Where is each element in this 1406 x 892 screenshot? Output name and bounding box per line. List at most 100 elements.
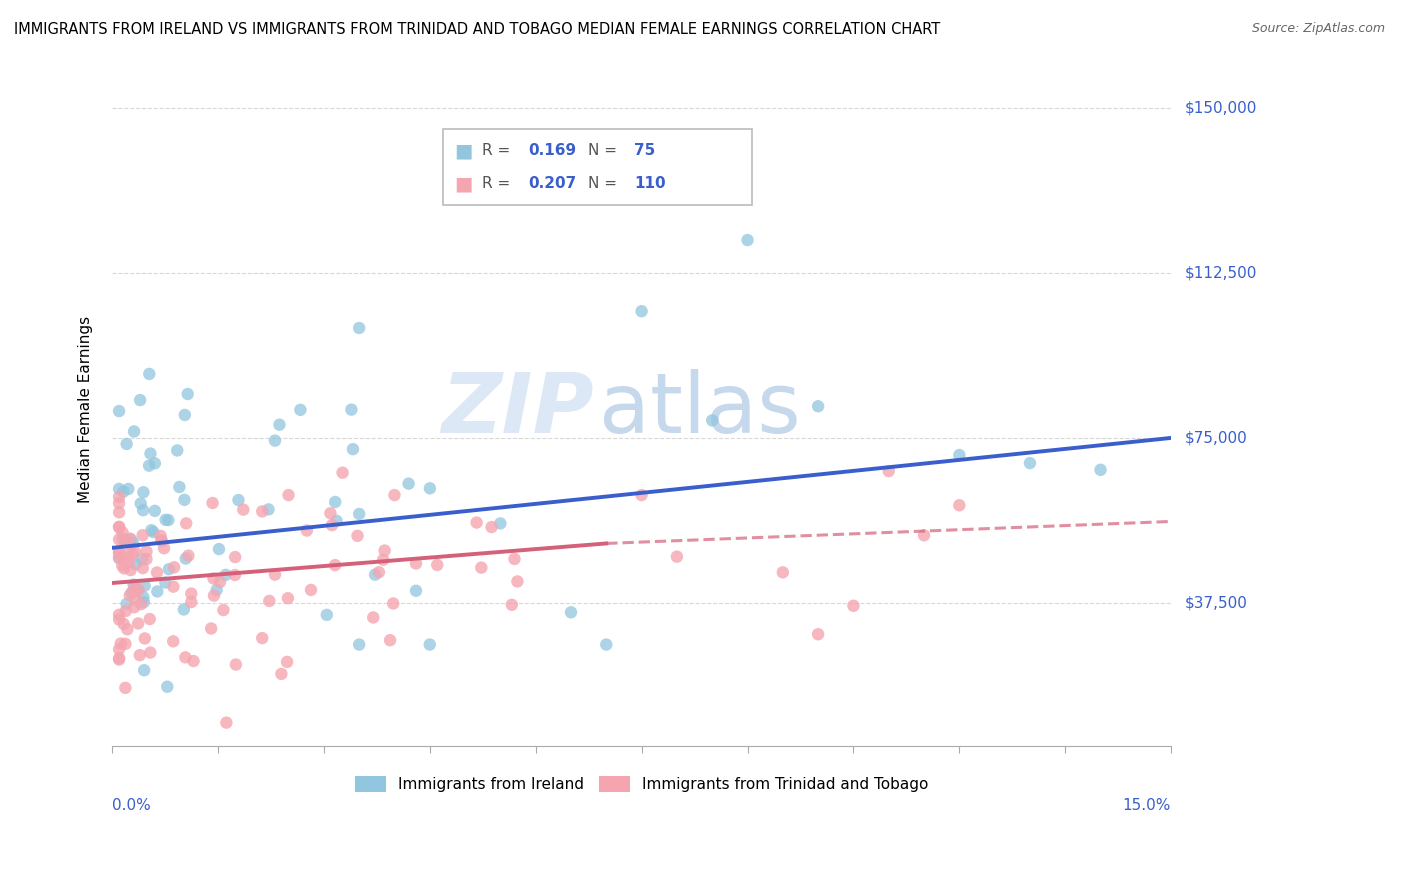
Point — [134, 579, 156, 593]
Point — [132, 561, 155, 575]
Point — [122, 600, 145, 615]
Point — [398, 476, 420, 491]
Point — [120, 533, 142, 547]
Point — [501, 598, 523, 612]
Point — [374, 543, 396, 558]
Point — [503, 552, 526, 566]
Point — [139, 646, 162, 660]
Point — [108, 551, 131, 566]
Text: $112,500: $112,500 — [1185, 266, 1257, 281]
Point — [108, 520, 131, 534]
Point — [323, 558, 346, 573]
Point — [117, 482, 139, 496]
Point — [117, 547, 139, 561]
Point — [108, 652, 131, 666]
Point — [426, 558, 449, 572]
Point — [112, 561, 135, 575]
Point — [378, 633, 401, 648]
Point — [129, 393, 152, 408]
Point — [842, 599, 865, 613]
Point — [419, 638, 441, 652]
Point — [665, 549, 688, 564]
Point — [156, 680, 179, 694]
Point — [129, 597, 152, 611]
Text: 0.207: 0.207 — [529, 177, 576, 192]
Point — [132, 591, 155, 605]
Point — [382, 597, 405, 611]
Point — [200, 622, 222, 636]
Point — [912, 528, 935, 542]
Point — [205, 582, 228, 597]
Point — [155, 575, 177, 590]
Point — [361, 610, 384, 624]
Point — [269, 417, 291, 432]
Point — [470, 560, 492, 574]
Point — [183, 654, 205, 668]
Point — [112, 616, 135, 631]
Point — [166, 443, 188, 458]
Point — [124, 584, 146, 599]
Point — [202, 589, 225, 603]
Point — [108, 533, 131, 547]
Point — [125, 557, 148, 571]
Point — [340, 402, 363, 417]
Text: 0.0%: 0.0% — [112, 798, 150, 814]
Point — [132, 595, 155, 609]
Point — [129, 496, 152, 510]
Point — [405, 583, 427, 598]
Text: 15.0%: 15.0% — [1123, 798, 1171, 814]
Point — [122, 536, 145, 550]
Point — [115, 597, 138, 611]
Point — [139, 446, 162, 460]
Point — [276, 655, 298, 669]
Point — [115, 437, 138, 451]
Point — [131, 552, 153, 566]
Text: N =: N = — [588, 143, 621, 158]
Point — [702, 413, 724, 427]
Point — [342, 442, 364, 457]
Point — [114, 681, 136, 695]
Text: ZIP: ZIP — [441, 368, 593, 450]
Point — [143, 456, 166, 470]
Point — [252, 631, 274, 645]
Point — [127, 582, 149, 597]
Point — [135, 544, 157, 558]
Point — [176, 387, 198, 401]
Text: R =: R = — [482, 143, 516, 158]
Point — [807, 399, 830, 413]
Point — [481, 520, 503, 534]
Point — [134, 663, 156, 677]
Point — [259, 594, 281, 608]
Point — [877, 464, 900, 478]
Point — [347, 321, 370, 335]
Point — [157, 513, 180, 527]
Point — [153, 541, 176, 556]
Point — [139, 612, 162, 626]
Point — [173, 492, 195, 507]
Point — [332, 466, 354, 480]
Point — [128, 648, 150, 662]
Point — [163, 560, 186, 574]
Point — [122, 577, 145, 591]
Point — [128, 582, 150, 597]
Point — [228, 493, 250, 508]
Point — [323, 495, 346, 509]
Point — [108, 613, 131, 627]
Point — [108, 642, 131, 657]
Point — [146, 584, 169, 599]
Point — [118, 588, 141, 602]
Point — [143, 504, 166, 518]
Point — [325, 514, 347, 528]
Point — [1090, 463, 1112, 477]
Point — [150, 533, 173, 548]
Point — [173, 408, 195, 422]
Point — [149, 529, 172, 543]
Point — [290, 402, 312, 417]
Point — [146, 566, 169, 580]
Point — [208, 542, 231, 557]
Point — [201, 496, 224, 510]
Point — [277, 591, 299, 606]
Point — [150, 533, 173, 548]
Point — [124, 592, 146, 607]
Point — [111, 558, 134, 573]
